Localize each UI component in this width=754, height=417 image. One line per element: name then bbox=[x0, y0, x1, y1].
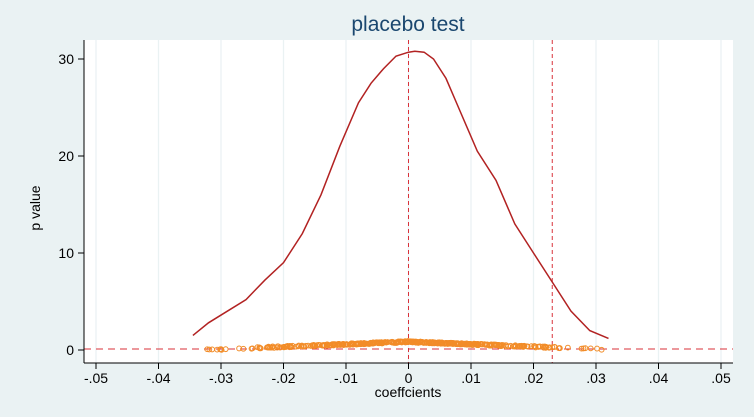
scatter-point bbox=[434, 340, 441, 347]
scatter-point bbox=[391, 340, 398, 346]
scatter-point bbox=[580, 345, 587, 352]
scatter-point bbox=[515, 343, 522, 350]
scatter-point bbox=[413, 339, 420, 345]
scatter-point bbox=[340, 341, 346, 348]
scatter-point bbox=[336, 341, 343, 347]
x-tick-label: -.03 bbox=[209, 370, 233, 386]
scatter-point bbox=[302, 342, 309, 349]
x-tick-label: .03 bbox=[586, 370, 606, 386]
x-tick-label: -.05 bbox=[84, 370, 108, 386]
scatter-point bbox=[543, 344, 550, 350]
y-tick-label: 0 bbox=[66, 342, 74, 358]
scatter-point bbox=[466, 341, 473, 348]
grid-lines bbox=[95, 40, 722, 363]
scatter-point bbox=[271, 344, 278, 351]
scatter-point bbox=[315, 341, 322, 348]
axes: -.05 -.04 -.03 -.02 -.01 0 .01 .02 .03 .04 .05 0 10 2… bbox=[58, 40, 733, 386]
scatter-point bbox=[450, 340, 457, 346]
x-tick-label: -.01 bbox=[334, 370, 358, 386]
scatter-point bbox=[524, 343, 531, 350]
scatter-point bbox=[510, 343, 516, 350]
scatter-point bbox=[249, 345, 256, 352]
scatter-point bbox=[214, 346, 221, 353]
scatter-series bbox=[204, 338, 605, 353]
scatter-point bbox=[280, 343, 287, 350]
y-tick-label: 10 bbox=[58, 245, 74, 261]
x-tick-label: .01 bbox=[461, 370, 481, 386]
scatter-point bbox=[448, 340, 455, 347]
x-tick-label: 0 bbox=[405, 370, 413, 386]
scatter-point bbox=[463, 340, 470, 347]
scatter-point bbox=[265, 343, 272, 350]
scatter-point bbox=[439, 340, 445, 347]
scatter-point bbox=[491, 341, 498, 348]
x-tick-label: .02 bbox=[524, 370, 544, 386]
scatter-point bbox=[431, 340, 438, 347]
scatter-point bbox=[500, 342, 507, 349]
x-axis-label: coeffcients bbox=[375, 384, 442, 400]
scatter-point bbox=[217, 346, 224, 353]
scatter-point bbox=[373, 339, 380, 346]
scatter-point bbox=[542, 344, 549, 351]
y-axis-label: p value bbox=[27, 185, 43, 230]
scatter-point bbox=[332, 341, 338, 348]
y-tick-label: 30 bbox=[58, 51, 74, 67]
x-tick-label: -.02 bbox=[271, 370, 295, 386]
scatter-point bbox=[300, 343, 307, 350]
scatter-point bbox=[277, 344, 284, 351]
scatter-point bbox=[324, 341, 331, 348]
scatter-point bbox=[473, 341, 479, 348]
scatter-point bbox=[330, 341, 337, 348]
scatter-point bbox=[337, 342, 344, 348]
scatter-point bbox=[429, 339, 436, 345]
scatter-point bbox=[532, 343, 539, 350]
scatter-point bbox=[441, 340, 448, 347]
chart-title: placebo test bbox=[351, 13, 464, 36]
scatter-point bbox=[320, 342, 327, 348]
scatter-point bbox=[468, 341, 475, 348]
scatter-point bbox=[222, 346, 229, 353]
scatter-point bbox=[474, 341, 481, 348]
scatter-point bbox=[488, 341, 495, 348]
scatter-point bbox=[384, 339, 391, 346]
scatter-point bbox=[598, 346, 605, 353]
scatter-point bbox=[587, 345, 594, 352]
scatter-point bbox=[512, 342, 519, 349]
scatter-point bbox=[365, 341, 372, 347]
scatter-point bbox=[240, 345, 247, 352]
scatter-point bbox=[444, 341, 451, 347]
scatter-point bbox=[398, 339, 405, 346]
reference-lines bbox=[84, 40, 733, 363]
scatter-point bbox=[380, 339, 387, 346]
scatter-point bbox=[528, 343, 535, 350]
scatter-point bbox=[377, 339, 384, 346]
scatter-point bbox=[257, 344, 263, 351]
scatter-point bbox=[549, 344, 556, 351]
x-tick-label: .04 bbox=[649, 370, 669, 386]
scatter-point bbox=[481, 341, 488, 348]
x-tick-label: -.04 bbox=[146, 370, 170, 386]
y-tick-label: 20 bbox=[58, 148, 74, 164]
scatter-point bbox=[564, 344, 571, 351]
scatter-point bbox=[540, 344, 547, 351]
scatter-point bbox=[410, 338, 416, 345]
scatter-point bbox=[287, 343, 294, 350]
scatter-point bbox=[453, 340, 460, 347]
scatter-point bbox=[578, 345, 585, 352]
scatter-point bbox=[206, 346, 213, 353]
scatter-point bbox=[362, 341, 368, 347]
scatter-point bbox=[286, 344, 293, 351]
scatter-point bbox=[551, 344, 558, 350]
x-tick-label: .05 bbox=[711, 370, 731, 386]
scatter-point bbox=[420, 340, 427, 346]
scatter-point bbox=[402, 339, 409, 345]
scatter-point bbox=[521, 343, 528, 349]
density-curve bbox=[192, 50, 609, 340]
scatter-point bbox=[371, 340, 377, 347]
